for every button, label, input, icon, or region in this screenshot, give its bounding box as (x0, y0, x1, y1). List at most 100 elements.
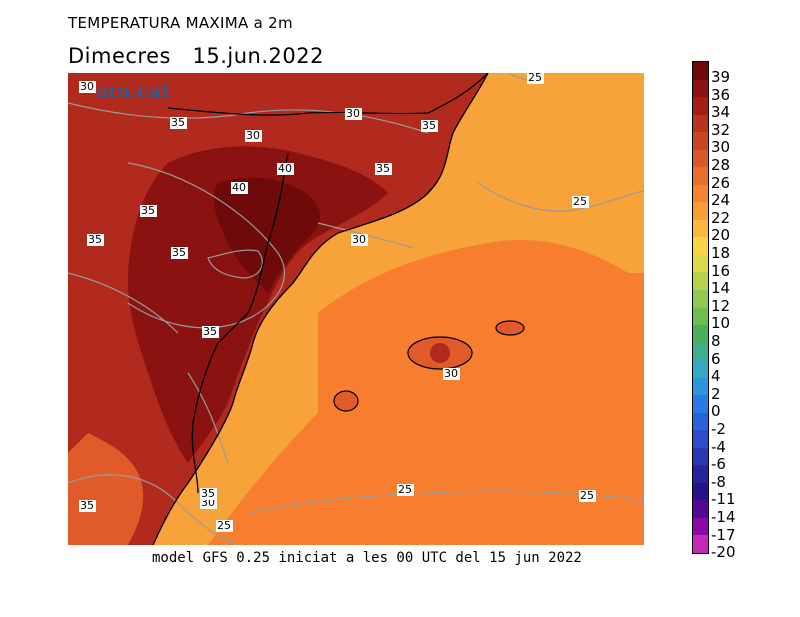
contour-label-bg (345, 108, 362, 120)
colorbar-segment (693, 465, 708, 484)
colorbar-segment (693, 219, 708, 238)
contour-label: 30 (444, 367, 458, 380)
colorbar-segment (693, 412, 708, 431)
contour-label-bg (397, 484, 414, 496)
colorbar-segment (693, 272, 708, 291)
colorbar-segment (693, 289, 708, 308)
colorbar-label: -2 (711, 420, 726, 438)
colorbar-label: 2 (711, 384, 721, 403)
colorbar-segment (693, 500, 708, 519)
colorbar-label: 32 (711, 120, 731, 139)
map-date: Dimecres 15.jun.2022 (68, 44, 324, 68)
contour-label-bg (421, 120, 438, 132)
colorbar-segment (693, 202, 708, 221)
brand-logo: ara.cat (96, 80, 170, 102)
isotherm-lines (68, 73, 644, 545)
colorbar-label: -20 (711, 543, 736, 562)
contour-label-bg (443, 368, 460, 380)
colorbar-segment (693, 237, 708, 256)
land-hottest-zone (213, 177, 320, 293)
temperature-colorbar (692, 61, 709, 554)
colorbar-label: -17 (711, 525, 736, 544)
contour-label-bg (277, 163, 294, 175)
contour-label: 30 (80, 80, 94, 93)
colorbar-segment (693, 62, 708, 81)
contour-label-bg (351, 234, 368, 246)
colorbar-label: 28 (711, 156, 731, 174)
colorbar-label: 26 (711, 173, 731, 192)
colorbar-segment (693, 325, 708, 344)
colorbar-segment (693, 114, 708, 133)
colorbar-segment (693, 254, 708, 273)
contour-label-bg (79, 81, 96, 93)
coastal-mild-zone (68, 433, 144, 545)
contour-label: 35 (172, 246, 186, 259)
contour-label-bg (216, 520, 233, 532)
contour-label: 40 (278, 162, 292, 175)
colorbar-label: 30 (711, 138, 731, 157)
colorbar-segment (693, 149, 708, 168)
contour-label: 25 (528, 73, 542, 84)
contour-label-bg (79, 500, 96, 512)
contour-label: 35 (203, 325, 217, 338)
map-title: TEMPERATURA MAXIMA a 2m (68, 14, 293, 32)
island-ibiza (334, 391, 358, 411)
colorbar-segment (693, 79, 708, 98)
colorbar-segment (693, 167, 708, 186)
colorbar-label: 14 (711, 279, 731, 298)
contour-label-bg (140, 205, 157, 217)
colorbar-label: 12 (711, 296, 731, 315)
contour-label: 35 (422, 119, 436, 132)
colorbar-label: 34 (711, 103, 731, 122)
colorbar-segment (693, 377, 708, 396)
colorbar-label: -4 (711, 437, 726, 456)
colorbar-label: -14 (711, 508, 736, 526)
contour-label: 35 (171, 116, 185, 129)
colorbar-segment (693, 535, 708, 554)
contour-label: 30 (352, 233, 366, 246)
contour-label-bg (527, 73, 544, 84)
contour-label: 35 (88, 233, 102, 246)
colorbar-label: 39 (711, 68, 731, 86)
colorbar-label: 6 (711, 349, 721, 368)
colorbar-label: 36 (711, 85, 731, 104)
contour-label-bg (200, 488, 217, 500)
colorbar-label: 22 (711, 208, 731, 227)
sea-warm-zone (208, 239, 644, 545)
colorbar-segment (693, 360, 708, 379)
colorbar-segment (693, 97, 708, 116)
contour-label: 35 (201, 487, 215, 500)
colorbar-label: -6 (711, 455, 726, 474)
contour-label: 35 (376, 162, 390, 175)
colorbar-segment (693, 447, 708, 466)
contour-label: 25 (573, 195, 587, 208)
contour-label-bg (375, 163, 392, 175)
colorbar-label: -11 (711, 490, 736, 509)
island-menorca (496, 321, 524, 335)
colorbar-label: 0 (711, 402, 721, 421)
colorbar-label: -8 (711, 472, 726, 491)
colorbar-label: 8 (711, 332, 721, 350)
contour-label-bg (572, 196, 589, 208)
colorbar-label: 4 (711, 367, 721, 386)
colorbar-label: 24 (711, 191, 731, 210)
contour-label: 30 (346, 107, 360, 120)
contour-label: 35 (80, 499, 94, 512)
contour-label: 40 (232, 181, 246, 194)
contour-label-bg (170, 117, 187, 129)
colorbar-segment (693, 307, 708, 326)
colorbar-segment (693, 342, 708, 361)
contour-label: 25 (398, 483, 412, 496)
land-hot-core (128, 146, 388, 463)
colorbar-label: 16 (711, 261, 731, 280)
contour-label: 25 (580, 489, 594, 502)
temperature-map: 30 35 30 30 35 40 35 40 35 35 35 30 25 25 35 30 35 30 25 25… (68, 73, 644, 545)
colorbar-label: 18 (711, 244, 731, 262)
contour-label-bg (579, 490, 596, 502)
contour-label-bg (245, 130, 262, 142)
colorbar-segment (693, 395, 708, 414)
contour-label: 30 (246, 129, 260, 142)
model-caption: model GFS 0.25 iniciat a les 00 UTC del … (152, 550, 582, 566)
